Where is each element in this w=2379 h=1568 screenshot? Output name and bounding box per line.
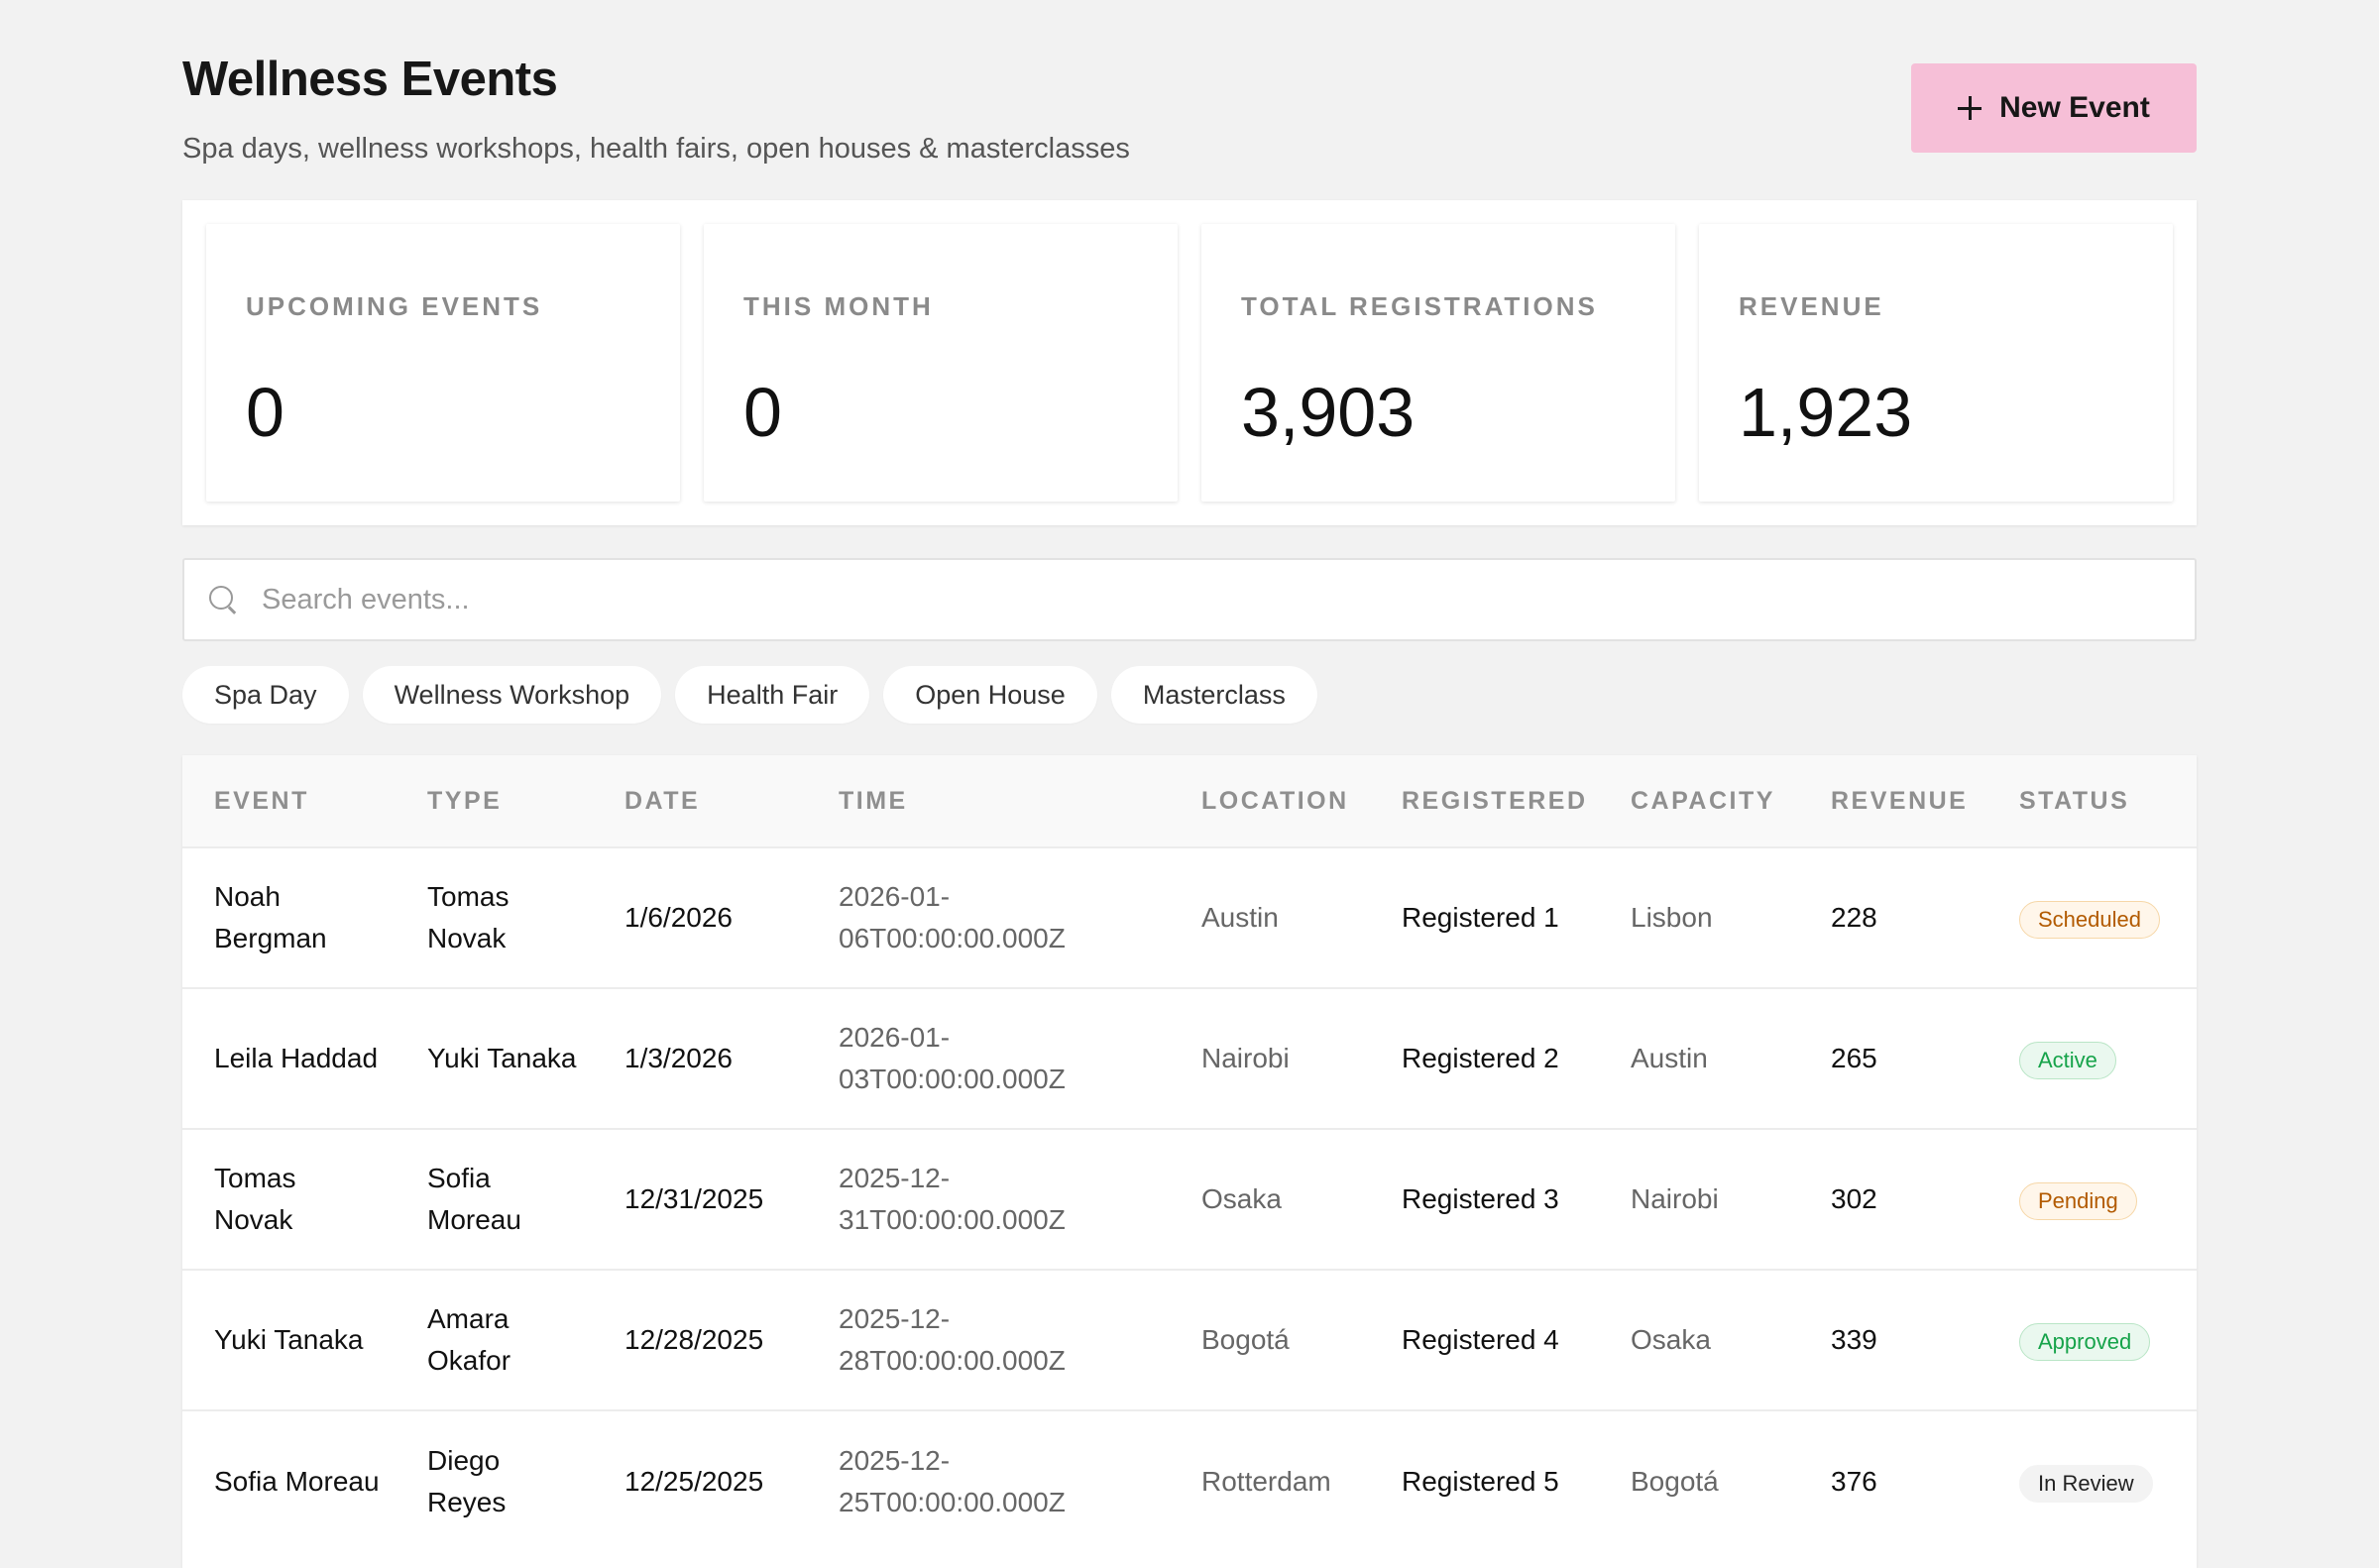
cell-status: In Review <box>1987 1410 2197 1551</box>
cell-capacity: Austin <box>1631 1043 1708 1073</box>
cell-status: Pending <box>1987 1129 2197 1270</box>
stat-value: 0 <box>246 374 284 451</box>
stat-card-revenue: REVENUE 1,923 <box>1699 224 2173 502</box>
filter-chip-spa-day[interactable]: Spa Day <box>182 666 349 724</box>
cell-type: Amara Okafor <box>427 1303 511 1376</box>
page-title: Wellness Events <box>182 53 558 106</box>
status-badge: Approved <box>2019 1323 2151 1361</box>
cell-event: Yuki Tanaka <box>214 1324 364 1355</box>
stat-card-this-month: THIS MONTH 0 <box>704 224 1178 502</box>
cell-registered: Registered 4 <box>1402 1324 1559 1355</box>
cell-date: 12/31/2025 <box>624 1183 764 1214</box>
stat-label: THIS MONTH <box>743 291 934 321</box>
cell-location: Rotterdam <box>1201 1465 1331 1497</box>
cell-status: Approved <box>1987 1270 2197 1410</box>
cell-registered: Registered 3 <box>1402 1183 1559 1214</box>
cell-capacity: Nairobi <box>1631 1183 1719 1214</box>
new-event-button[interactable]: New Event <box>1911 63 2197 153</box>
cell-type: Diego Reyes <box>427 1444 507 1517</box>
cell-capacity: Osaka <box>1631 1324 1711 1355</box>
page-subtitle: Spa days, wellness workshops, health fai… <box>182 133 1130 165</box>
cell-time: 2025-12-31T00:00:00.000Z <box>839 1163 1066 1235</box>
column-header-event[interactable]: EVENT <box>214 786 309 815</box>
column-header-status[interactable]: STATUS <box>2019 786 2130 815</box>
stat-label: REVENUE <box>1739 291 1884 321</box>
cell-registered: Registered 2 <box>1402 1043 1559 1073</box>
status-badge: In Review <box>2019 1464 2153 1503</box>
column-header-type[interactable]: TYPE <box>427 786 503 815</box>
column-header-location[interactable]: LOCATION <box>1201 786 1349 815</box>
cell-location: Austin <box>1201 902 1279 933</box>
stat-label: UPCOMING EVENTS <box>246 291 543 321</box>
cell-event: Leila Haddad <box>214 1043 379 1073</box>
cell-time: 2025-12-25T00:00:00.000Z <box>839 1444 1066 1517</box>
cell-revenue: 376 <box>1831 1465 1877 1497</box>
cell-time: 2025-12-28T00:00:00.000Z <box>839 1303 1066 1376</box>
cell-event: Noah Bergman <box>214 881 327 953</box>
cell-type: Yuki Tanaka <box>427 1043 577 1073</box>
stat-card-upcoming-events: UPCOMING EVENTS 0 <box>206 224 680 502</box>
events-page: Wellness Events Spa days, wellness works… <box>182 0 2197 1568</box>
cell-type: Sofia Moreau <box>427 1163 521 1235</box>
cell-event: Tomas Novak <box>214 1163 296 1235</box>
column-header-registered[interactable]: REGISTERED <box>1402 786 1588 815</box>
stats-panel: UPCOMING EVENTS 0 THIS MONTH 0 TOTAL REG… <box>182 200 2197 525</box>
cell-revenue: 228 <box>1831 902 1877 933</box>
cell-time: 2026-01-03T00:00:00.000Z <box>839 1022 1066 1094</box>
filter-chip-masterclass[interactable]: Masterclass <box>1110 666 1317 724</box>
search-icon <box>208 585 238 615</box>
cell-revenue: 339 <box>1831 1324 1877 1355</box>
table-row[interactable]: Leila Haddad Yuki Tanaka 1/3/2026 2026-0… <box>182 988 2197 1129</box>
status-badge: Scheduled <box>2019 901 2160 939</box>
cell-date: 1/6/2026 <box>624 902 733 933</box>
table-row[interactable]: Noah Bergman Tomas Novak 1/6/2026 2026-0… <box>182 847 2197 988</box>
cell-location: Bogotá <box>1201 1324 1290 1355</box>
events-table: EVENT TYPE DATE TIME LOCATION REGISTERED… <box>182 755 2197 1568</box>
cell-registered: Registered 1 <box>1402 902 1559 933</box>
cell-date: 12/25/2025 <box>624 1465 764 1497</box>
table-row[interactable]: Sofia Moreau Diego Reyes 12/25/2025 2025… <box>182 1410 2197 1551</box>
cell-date: 1/3/2026 <box>624 1043 733 1073</box>
status-badge: Active <box>2019 1042 2116 1079</box>
cell-revenue: 302 <box>1831 1183 1877 1214</box>
cell-time: 2026-01-06T00:00:00.000Z <box>839 881 1066 953</box>
filter-chip-health-fair[interactable]: Health Fair <box>675 666 870 724</box>
stat-value: 1,923 <box>1739 374 1913 451</box>
stat-card-total-registrations: TOTAL REGISTRATIONS 3,903 <box>1201 224 1675 502</box>
table-row[interactable]: Yuki Tanaka Amara Okafor 12/28/2025 2025… <box>182 1270 2197 1410</box>
cell-location: Osaka <box>1201 1183 1282 1214</box>
plus-icon <box>1958 96 1982 120</box>
cell-capacity: Lisbon <box>1631 902 1713 933</box>
cell-status: Scheduled <box>1987 847 2197 988</box>
cell-location: Nairobi <box>1201 1043 1290 1073</box>
stat-value: 3,903 <box>1241 374 1416 451</box>
status-badge: Pending <box>2019 1182 2137 1220</box>
filter-chips: Spa Day Wellness Workshop Health Fair Op… <box>182 666 1317 724</box>
filter-chip-open-house[interactable]: Open House <box>883 666 1097 724</box>
cell-registered: Registered 5 <box>1402 1465 1559 1497</box>
column-header-capacity[interactable]: CAPACITY <box>1631 786 1775 815</box>
filter-chip-wellness-workshop[interactable]: Wellness Workshop <box>362 666 662 724</box>
stat-label: TOTAL REGISTRATIONS <box>1241 291 1598 321</box>
search-input[interactable] <box>262 583 2145 616</box>
cell-status: Active <box>1987 988 2197 1129</box>
cell-revenue: 265 <box>1831 1043 1877 1073</box>
search-box <box>182 558 2197 641</box>
cell-type: Tomas Novak <box>427 881 510 953</box>
new-event-label: New Event <box>1999 91 2150 124</box>
column-header-date[interactable]: DATE <box>624 786 701 815</box>
cell-date: 12/28/2025 <box>624 1324 764 1355</box>
table-row[interactable]: Tomas Novak Sofia Moreau 12/31/2025 2025… <box>182 1129 2197 1270</box>
cell-event: Sofia Moreau <box>214 1465 380 1497</box>
cell-capacity: Bogotá <box>1631 1465 1719 1497</box>
stat-value: 0 <box>743 374 782 451</box>
column-header-revenue[interactable]: REVENUE <box>1831 786 1969 815</box>
table-header-row: EVENT TYPE DATE TIME LOCATION REGISTERED… <box>182 755 2197 847</box>
column-header-time[interactable]: TIME <box>839 786 908 815</box>
page-header: Wellness Events Spa days, wellness works… <box>182 0 2197 198</box>
